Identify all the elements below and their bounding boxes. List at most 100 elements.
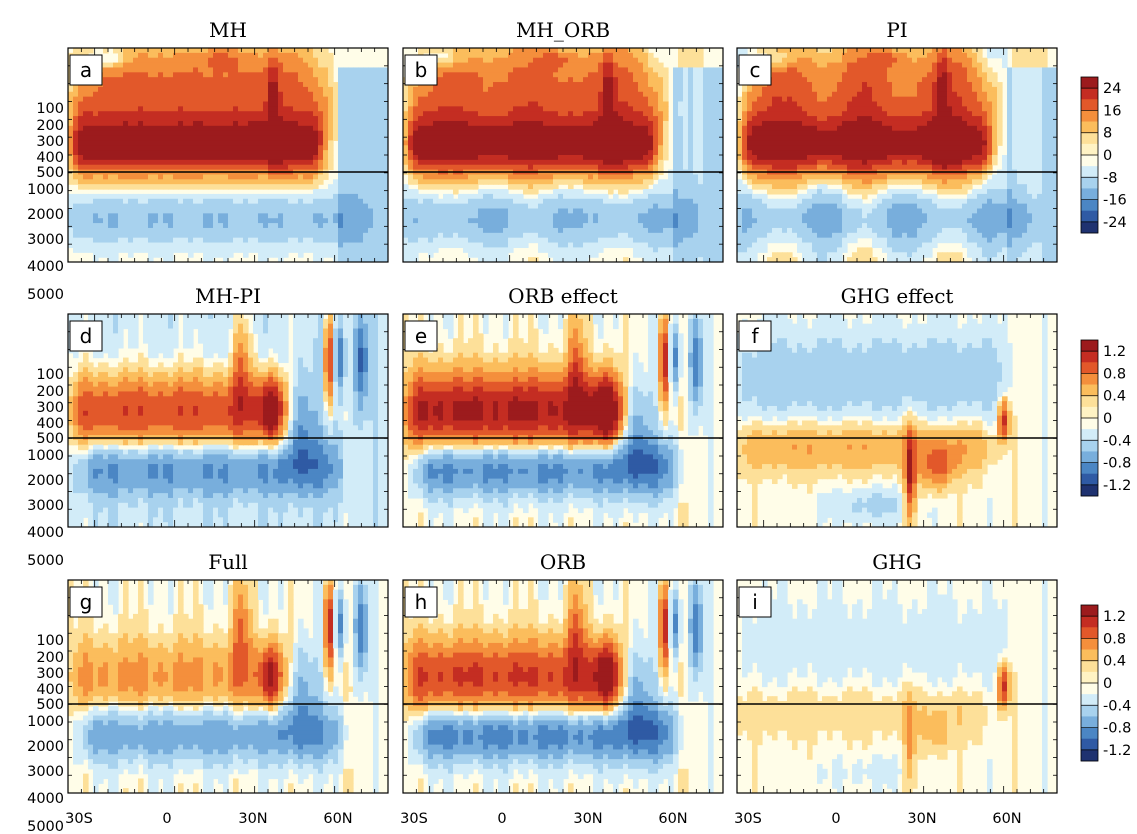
- contour-cell: [108, 140, 114, 146]
- contour-cell: [573, 96, 579, 103]
- contour-cell: [383, 164, 388, 171]
- contour-cell: [153, 77, 159, 83]
- contour-cell: [338, 242, 344, 249]
- contour-cell: [308, 72, 314, 78]
- contour-cell: [448, 120, 454, 127]
- contour-cell: [623, 223, 629, 229]
- contour-cell: [268, 96, 274, 103]
- contour-cell: [148, 159, 154, 166]
- contour-cell: [193, 111, 199, 117]
- contour-cell: [678, 237, 684, 244]
- contour-cell: [363, 130, 369, 137]
- contour-cell: [528, 72, 534, 78]
- contour-cell: [318, 106, 324, 112]
- contour-cell: [188, 52, 194, 59]
- contour-cell: [233, 77, 239, 83]
- contour-cell: [103, 184, 109, 190]
- contour-cell: [553, 223, 559, 229]
- contour-cell: [263, 150, 269, 156]
- contour-cell: [173, 218, 179, 224]
- contour-cell: [538, 193, 544, 200]
- contour-cell: [288, 140, 294, 146]
- contour-cell: [368, 193, 374, 200]
- contour-cell: [93, 247, 99, 253]
- contour-cell: [178, 111, 184, 117]
- contour-cell: [363, 86, 369, 93]
- contour-cell: [73, 213, 79, 219]
- contour-cell: [193, 155, 199, 161]
- contour-cell: [548, 164, 554, 171]
- contour-cell: [373, 140, 379, 146]
- contour-cell: [638, 135, 644, 142]
- contour-cell: [168, 67, 174, 73]
- contour-cell: [113, 164, 119, 171]
- contour-cell: [548, 150, 554, 156]
- contour-cell: [248, 159, 254, 166]
- contour-cell: [608, 189, 614, 195]
- contour-cell: [608, 96, 614, 103]
- contour-cell: [238, 174, 244, 180]
- contour-cell: [578, 237, 584, 244]
- contour-cell: [168, 179, 174, 185]
- contour-cell: [168, 150, 174, 156]
- contour-cell: [193, 57, 199, 64]
- contour-cell: [653, 101, 659, 107]
- contour-cell: [138, 155, 144, 161]
- contour-cell: [168, 82, 174, 88]
- contour-cell: [453, 125, 459, 132]
- contour-cell: [548, 130, 554, 137]
- contour-cell: [78, 208, 84, 214]
- contour-cell: [643, 227, 649, 234]
- contour-cell: [563, 111, 569, 117]
- contour-cell: [118, 155, 124, 161]
- contour-cell: [548, 193, 554, 200]
- contour-cell: [618, 111, 624, 117]
- contour-cell: [458, 91, 464, 98]
- contour-cell: [563, 91, 569, 98]
- contour-cell: [238, 150, 244, 156]
- contour-cell: [93, 96, 99, 103]
- contour-cell: [603, 82, 609, 88]
- contour-cell: [563, 120, 569, 127]
- contour-cell: [583, 237, 589, 244]
- contour-cell: [618, 164, 624, 171]
- contour-cell: [358, 86, 364, 93]
- contour-cell: [653, 193, 659, 200]
- contour-cell: [483, 198, 489, 205]
- contour-cell: [233, 125, 239, 132]
- contour-cell: [78, 106, 84, 112]
- contour-cell: [313, 101, 319, 107]
- contour-cell: [658, 159, 664, 166]
- contour-cell: [283, 111, 289, 117]
- contour-cell: [98, 86, 104, 93]
- contour-cell: [208, 237, 214, 244]
- contour-cell: [603, 48, 609, 54]
- contour-cell: [133, 203, 139, 210]
- contour-cell: [538, 140, 544, 146]
- contour-cell: [198, 140, 204, 146]
- contour-cell: [538, 247, 544, 253]
- contour-cell: [503, 96, 509, 103]
- contour-cell: [308, 52, 314, 59]
- contour-cell: [158, 237, 164, 244]
- contour-cell: [418, 120, 424, 127]
- contour-cell: [243, 135, 249, 142]
- contour-cell: [523, 48, 529, 54]
- contour-cell: [533, 150, 539, 156]
- contour-cell: [273, 237, 279, 244]
- contour-cell: [628, 203, 634, 210]
- contour-cell: [433, 164, 439, 171]
- contour-cell: [663, 77, 669, 83]
- contour-cell: [433, 111, 439, 117]
- contour-cell: [333, 252, 339, 258]
- contour-cell: [433, 140, 439, 146]
- contour-cell: [178, 150, 184, 156]
- contour-cell: [178, 159, 184, 166]
- contour-cell: [138, 72, 144, 78]
- panel-title: MH: [209, 18, 247, 42]
- contour-cell: [353, 193, 359, 200]
- contour-cell: [188, 62, 194, 69]
- contour-cell: [383, 257, 388, 262]
- contour-cell: [188, 164, 194, 171]
- contour-cell: [638, 91, 644, 98]
